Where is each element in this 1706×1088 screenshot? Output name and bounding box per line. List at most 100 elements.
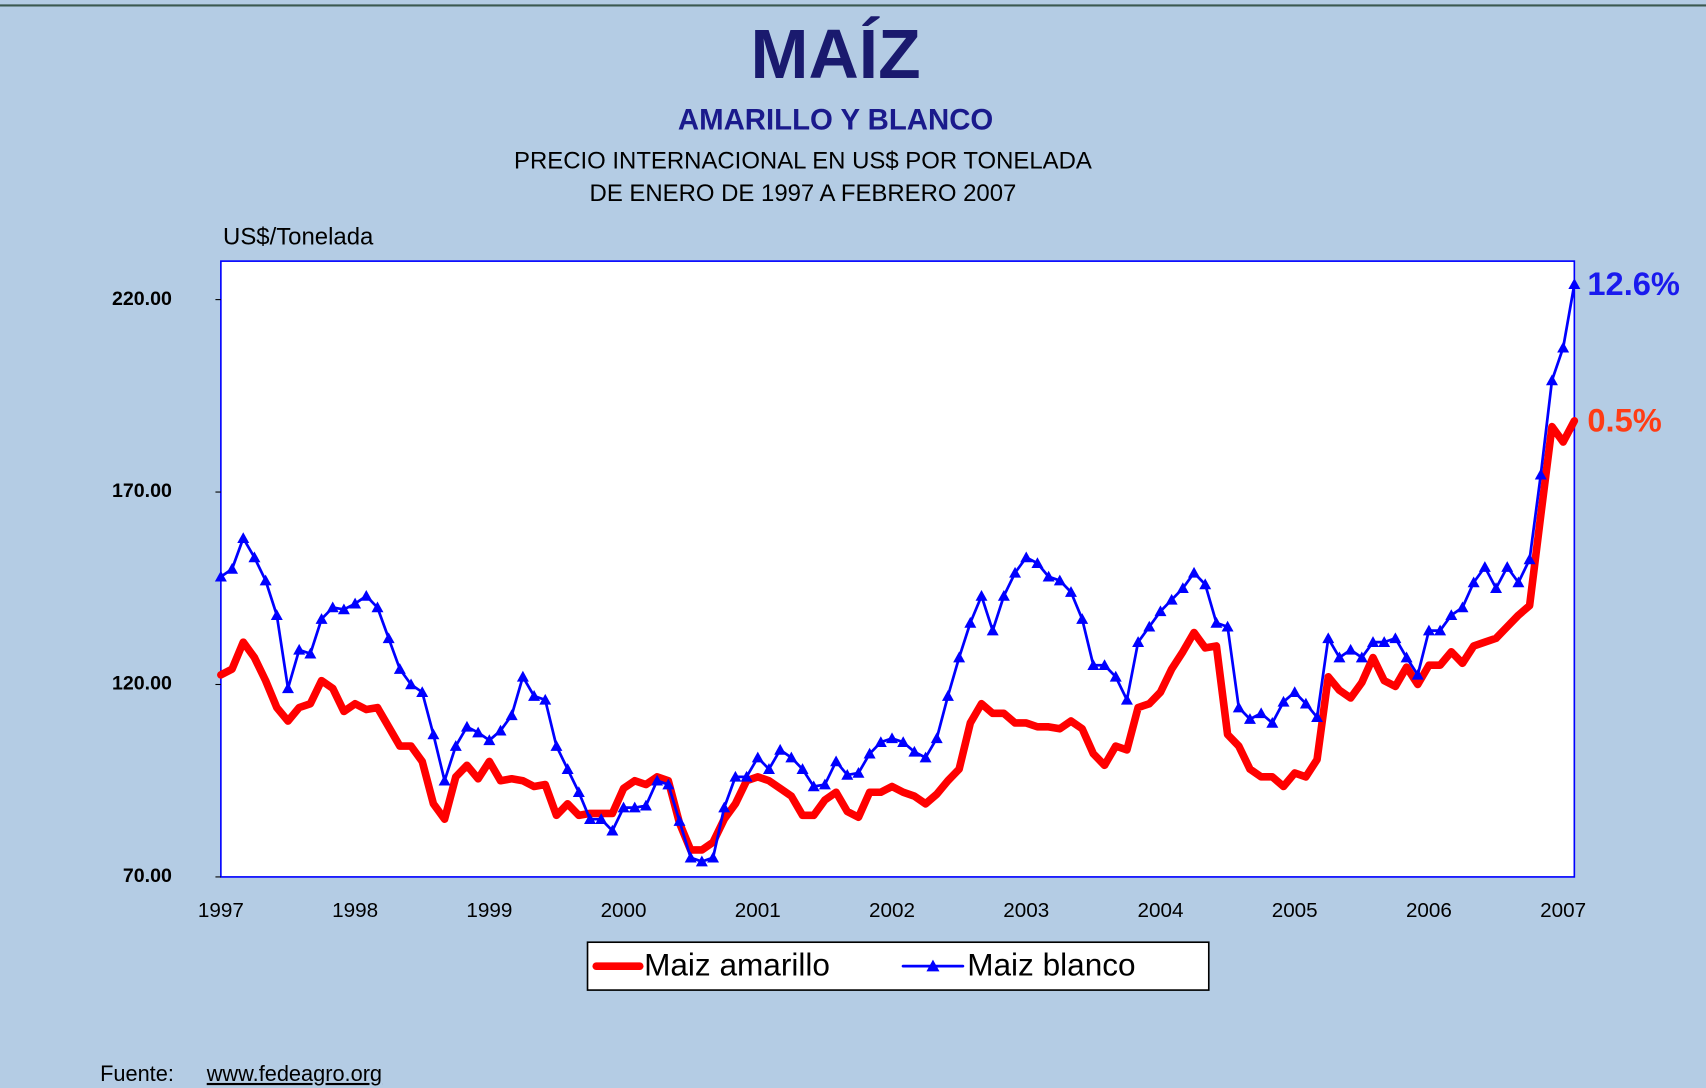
point-marker <box>662 778 675 790</box>
legend <box>586 941 1210 991</box>
x-tick-label: 2001 <box>735 899 781 922</box>
point-marker <box>1311 711 1324 722</box>
point-marker <box>941 690 954 701</box>
plot-area <box>220 260 1576 878</box>
point-marker <box>539 693 552 705</box>
point-marker <box>550 740 563 751</box>
point-marker <box>1523 553 1536 565</box>
y-tick-label: 220.00 <box>112 288 172 310</box>
point-marker <box>673 815 686 826</box>
legend-marker <box>926 959 940 972</box>
point-marker <box>1009 566 1022 578</box>
y-tick-label: 170.00 <box>112 480 172 502</box>
point-marker <box>1065 586 1077 597</box>
point-marker <box>1299 697 1312 709</box>
point-marker <box>214 570 227 582</box>
point-marker <box>1490 582 1503 594</box>
chart-subtitle: AMARILLO Y BLANCO <box>678 104 993 137</box>
point-marker <box>908 745 921 757</box>
end-label: 12.6% <box>1587 265 1680 302</box>
point-marker <box>897 736 910 748</box>
point-marker <box>371 601 384 613</box>
point-marker <box>1076 613 1089 624</box>
point-marker <box>304 647 317 659</box>
point-marker <box>729 770 742 782</box>
description-line: DE ENERO DE 1997 A FEBRERO 2007 <box>590 180 1017 207</box>
point-marker <box>1322 632 1335 644</box>
point-marker <box>293 643 306 655</box>
point-marker <box>315 613 328 624</box>
point-marker <box>830 755 843 767</box>
point-marker <box>639 799 652 811</box>
description-line: PRECIO INTERNACIONAL EN US$ POR TONELADA <box>514 147 1092 174</box>
point-marker <box>695 855 708 867</box>
point-marker <box>1333 651 1346 663</box>
point-marker <box>1400 651 1413 663</box>
legend-label: Maiz blanco <box>967 947 1135 983</box>
point-marker <box>774 743 787 755</box>
point-marker <box>1355 651 1368 663</box>
point-marker <box>337 603 350 615</box>
point-marker <box>1221 620 1234 632</box>
point-marker <box>259 574 272 586</box>
series-line <box>217 417 1579 854</box>
point-marker <box>460 720 473 732</box>
point-marker <box>1557 341 1570 353</box>
point-marker <box>1188 566 1201 578</box>
point-marker <box>1042 570 1055 582</box>
x-tick-label: 2002 <box>869 899 915 922</box>
point-marker <box>595 813 608 824</box>
x-tick-label: 2004 <box>1137 899 1183 922</box>
point-marker <box>707 851 720 863</box>
point-marker <box>438 774 451 786</box>
point-marker <box>572 786 585 798</box>
point-marker <box>1545 374 1558 386</box>
point-marker <box>953 651 966 663</box>
point-marker <box>561 763 574 774</box>
y-axis-label: US$/Tonelada <box>223 224 374 251</box>
point-marker <box>863 747 876 759</box>
point-marker <box>393 663 406 674</box>
point-marker <box>1344 643 1357 655</box>
point-marker <box>718 801 731 813</box>
point-marker <box>975 589 988 601</box>
point-marker <box>986 624 999 636</box>
point-marker <box>997 589 1010 601</box>
point-marker <box>684 851 697 863</box>
point-marker <box>449 740 462 751</box>
point-marker <box>1445 609 1458 620</box>
x-tick-label: 2005 <box>1272 899 1318 922</box>
x-tick-label: 2006 <box>1406 899 1452 922</box>
point-marker <box>382 632 395 644</box>
point-marker <box>964 616 977 628</box>
point-marker <box>1143 620 1156 632</box>
point-marker <box>427 728 440 740</box>
point-marker <box>405 678 418 690</box>
source-link[interactable]: www.fedeagro.org <box>206 1061 382 1086</box>
point-marker <box>237 532 250 544</box>
point-marker <box>226 563 239 574</box>
point-marker <box>360 589 373 601</box>
point-marker <box>886 732 898 744</box>
point-marker <box>584 813 596 824</box>
point-marker <box>282 682 294 694</box>
point-marker <box>628 801 641 813</box>
point-marker <box>1087 659 1100 671</box>
y-tick-label: 70.00 <box>123 865 172 887</box>
point-marker <box>1467 576 1480 588</box>
point-marker <box>919 751 932 763</box>
x-tick-label: 1998 <box>332 899 378 922</box>
point-marker <box>1568 278 1581 289</box>
point-marker <box>1422 624 1435 636</box>
point-marker <box>1132 636 1145 647</box>
point-marker <box>1456 601 1469 613</box>
point-marker <box>1020 551 1033 563</box>
point-marker <box>785 751 798 763</box>
point-marker <box>606 824 619 836</box>
point-marker <box>617 801 630 813</box>
point-marker <box>1243 713 1256 724</box>
point-marker <box>1165 593 1178 605</box>
point-marker <box>1031 557 1044 569</box>
point-marker <box>852 767 865 778</box>
